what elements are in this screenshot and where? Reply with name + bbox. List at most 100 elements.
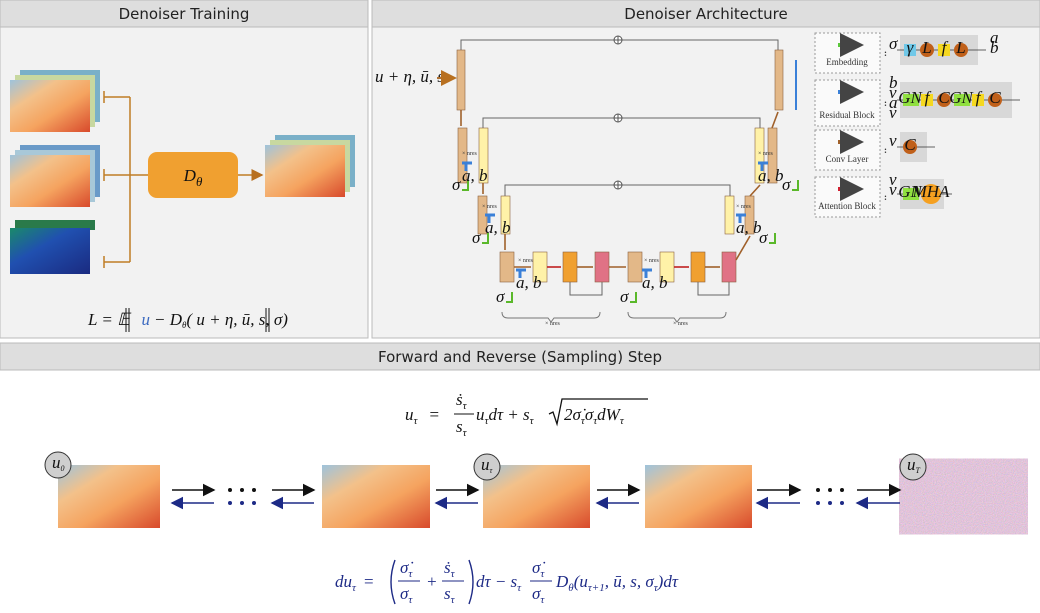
ab-label: a, b (485, 218, 511, 237)
eq-part: σ̇τ (400, 558, 413, 580)
ab-label: a, b (516, 273, 542, 292)
legend-op-label: C (989, 88, 1001, 107)
legend-colon: : (884, 48, 887, 58)
eq-sym: , ū, s, σ (605, 572, 655, 591)
model-symbol: D (183, 166, 197, 185)
ab-label: a, b (736, 218, 762, 237)
legend-output: b (990, 38, 999, 57)
eq-sub: τ (620, 415, 625, 427)
eq-part: ṡτ (456, 390, 468, 412)
loss-model: − D (154, 310, 183, 329)
repeat-label: × nres (736, 204, 752, 210)
eq-sub: τ (530, 415, 535, 427)
legend-name: Attention Block (818, 201, 876, 211)
eq-part: uτ= (405, 405, 439, 427)
ab-label: a, b (758, 166, 784, 185)
ellipsis-dot (240, 501, 244, 505)
block (775, 50, 783, 110)
forward-equation: uτ= ṡτ sτ uτdτ + sτ 2σ̇τστdWτ (405, 390, 648, 439)
loss-target: u (142, 310, 151, 329)
ellipsis-dot (828, 501, 832, 505)
legend-name: Conv Layer (826, 154, 869, 164)
eq-sub: τ (408, 568, 413, 580)
eq-sub: τ (352, 582, 357, 594)
ellipsis-dot (228, 501, 232, 505)
legend-op-label: GN (949, 88, 974, 107)
panel-title: Denoiser Training (119, 5, 250, 23)
eq-sub: τ (463, 427, 468, 439)
eq-sub: τ (408, 594, 413, 606)
legend-input: v (889, 131, 897, 150)
ellipsis-dot (240, 488, 244, 492)
legend-op-label: L (955, 38, 965, 57)
state-subscript: T (916, 466, 921, 475)
legend-box (815, 130, 880, 170)
ellipsis-dot (228, 488, 232, 492)
legend-box (815, 177, 880, 217)
ellipsis-dot (252, 488, 256, 492)
eq-sym: = (429, 405, 439, 424)
eq-sym: dτ − s (476, 572, 518, 591)
block (722, 252, 736, 282)
sigma-label: σ (496, 287, 505, 306)
eq-part: Dθ(uτ+1, ū, s, στ)dτ (555, 572, 679, 594)
repeat-label: × nres (758, 151, 774, 157)
model-subscript: θ (196, 174, 203, 189)
input-label: u + η, ū, s (375, 67, 444, 86)
legend-input: σ (889, 34, 898, 53)
eq-sym: dτ + s (488, 405, 530, 424)
block (595, 252, 609, 282)
eq-sub: τ (540, 594, 545, 606)
eq-part: ṡτ (444, 558, 456, 580)
legend-op-label: GN (898, 88, 923, 107)
state-subscript: 0 (61, 464, 65, 473)
eq-part: duτ = (335, 572, 374, 594)
legend-colon: : (884, 98, 887, 108)
eq-sub: τ (540, 568, 545, 580)
block (628, 252, 642, 282)
loss-args: ( u + η, ū, s, σ) (186, 310, 288, 329)
repeat-label: × nres (673, 321, 689, 327)
block (691, 252, 705, 282)
legend-op-label: MHA (912, 182, 950, 201)
eq-part: sτ (456, 417, 468, 439)
block (725, 196, 734, 234)
eq-part: στ (400, 584, 413, 606)
legend-op-label: L (921, 38, 931, 57)
panel-title: Denoiser Architecture (624, 5, 787, 23)
legend-colon: : (884, 145, 887, 155)
ab-label: a, b (462, 166, 488, 185)
reverse-equation: duτ= σ̇τ στ + ṡτ sτ dτ − sτ σ̇τ στ Dθ(uτ… (335, 558, 679, 606)
sigma-label: σ (452, 175, 461, 194)
eq-sym: u (476, 405, 485, 424)
eq-sub: τ (414, 415, 419, 427)
sigma-label: σ (620, 287, 629, 306)
ellipsis-dot (840, 488, 844, 492)
eq-part: uτdτ + sτ (476, 405, 535, 427)
eq-part: σ̇τ (532, 558, 545, 580)
eq-sym: = (364, 572, 374, 591)
eq-sym: + (426, 572, 437, 591)
eq-sub: τ (451, 568, 456, 580)
ellipsis-dot (840, 501, 844, 505)
block (457, 50, 465, 110)
repeat-label: × nres (644, 258, 660, 264)
eq-part: στ (532, 584, 545, 606)
eq-sym: du (335, 572, 352, 591)
ellipsis-dot (252, 501, 256, 505)
legend-colon: : (884, 192, 887, 202)
eq-sub: τ (463, 400, 468, 412)
repeat-label: × nres (462, 151, 478, 157)
eq-sym: dW (597, 405, 622, 424)
eq-sym: D (555, 572, 569, 591)
loss-lhs: L = 𝔼 (87, 310, 132, 329)
repeat-label: × nres (482, 204, 498, 210)
legend-box (815, 33, 880, 73)
state-symbol: u (907, 455, 916, 474)
eq-sub: τ (451, 594, 456, 606)
legend-name: Embedding (826, 57, 868, 67)
sigma-label: σ (472, 228, 481, 247)
eq-sym: )dτ (657, 572, 679, 591)
